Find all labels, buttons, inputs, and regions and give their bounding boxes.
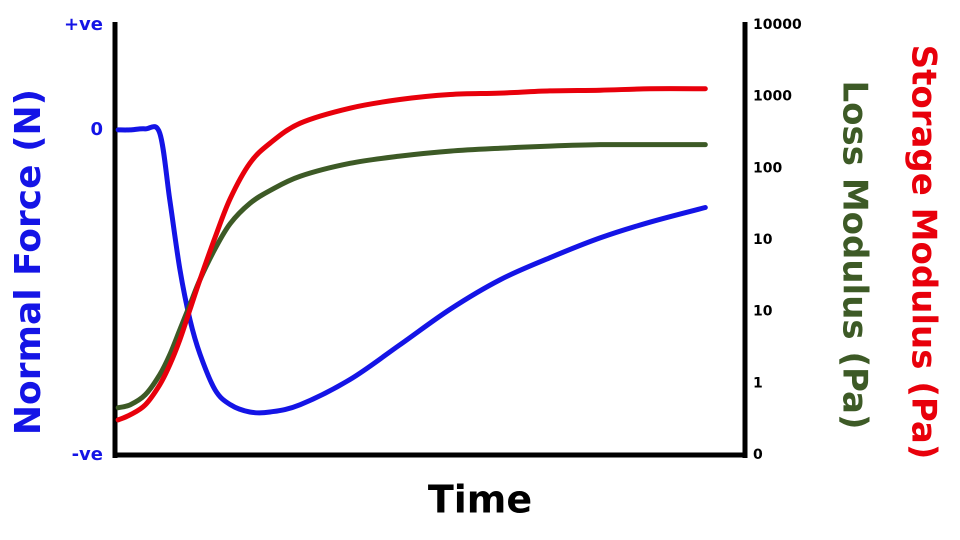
y-tick-label: +ve xyxy=(64,14,103,35)
y-tick-label: 0 xyxy=(90,119,103,140)
y2-axis-label: Loss Modulus (Pa) xyxy=(835,80,875,429)
y2-tick-label: 10000 xyxy=(753,17,802,33)
y2-tick-label: 100 xyxy=(753,160,782,176)
y2-tick-label: 1 xyxy=(753,375,763,391)
series-line xyxy=(115,86,708,423)
series-line xyxy=(115,124,708,416)
y2-tick-label: 10 xyxy=(753,232,773,248)
y2-tick-label: 1000 xyxy=(753,89,792,105)
y2-tick-label: 0 xyxy=(753,447,763,463)
x-axis-label: Time xyxy=(428,478,532,522)
y-axis-label: Normal Force (N) xyxy=(8,89,49,435)
series-line xyxy=(115,142,708,411)
y2-axis-label: Storage Modulus (Pa) xyxy=(904,45,944,460)
y2-tick-label: 10 xyxy=(753,304,773,320)
y-tick-label: -ve xyxy=(72,444,103,465)
